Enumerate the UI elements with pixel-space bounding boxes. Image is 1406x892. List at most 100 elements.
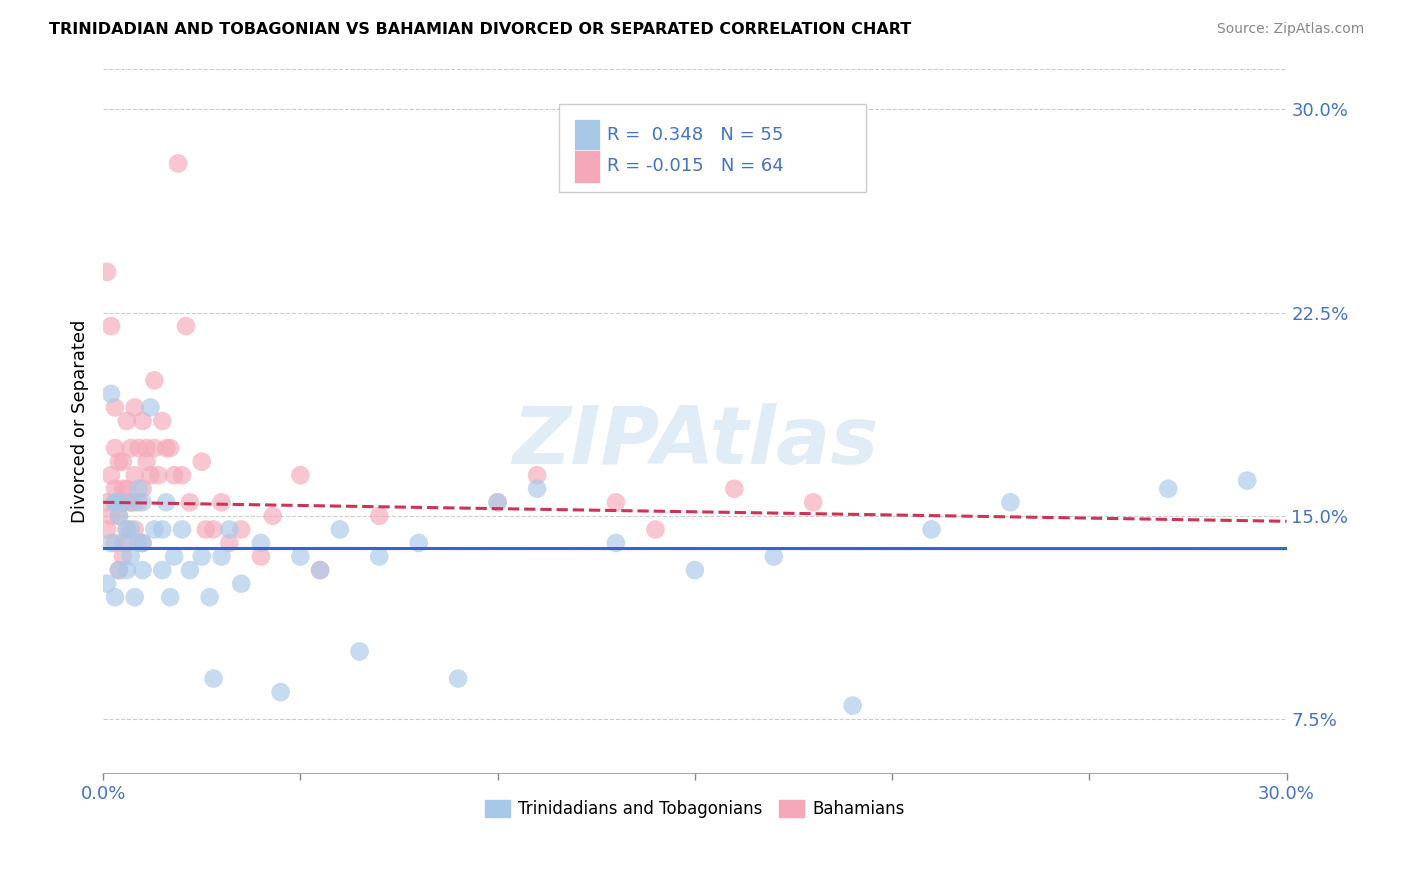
Point: [143, 523, 166, 537]
Point: [801, 495, 824, 509]
Point: [198, 591, 221, 605]
Point: [100, 319, 122, 334]
Point: [131, 563, 153, 577]
Point: [231, 523, 253, 537]
Point: [683, 563, 706, 577]
Point: [128, 495, 150, 509]
Point: [218, 523, 240, 537]
Point: [163, 549, 186, 564]
Point: [202, 672, 225, 686]
Point: [120, 495, 142, 509]
Point: [250, 549, 273, 564]
Point: [194, 523, 217, 537]
Point: [128, 441, 150, 455]
Point: [115, 563, 138, 577]
Point: [108, 508, 131, 523]
Point: [96, 576, 118, 591]
Point: [115, 414, 138, 428]
Point: [408, 536, 430, 550]
Point: [115, 482, 138, 496]
Point: [262, 508, 284, 523]
Point: [309, 563, 332, 577]
Point: [368, 508, 391, 523]
Point: [211, 549, 233, 564]
Point: [139, 468, 162, 483]
Point: [108, 455, 131, 469]
Point: [128, 536, 150, 550]
Point: [526, 482, 548, 496]
Point: [131, 414, 153, 428]
Point: [1157, 482, 1180, 496]
Point: [150, 414, 173, 428]
Legend: Trinidadians and Tobagonians, Bahamians: Trinidadians and Tobagonians, Bahamians: [478, 794, 911, 825]
Point: [139, 401, 162, 415]
Point: [368, 549, 391, 564]
Point: [111, 482, 134, 496]
Point: [135, 455, 157, 469]
Point: [108, 563, 131, 577]
Point: [124, 591, 146, 605]
Point: [115, 523, 138, 537]
Point: [120, 523, 142, 537]
Point: [159, 441, 181, 455]
Point: [841, 698, 863, 713]
Text: Source: ZipAtlas.com: Source: ZipAtlas.com: [1216, 22, 1364, 37]
Point: [309, 563, 332, 577]
Point: [124, 523, 146, 537]
Point: [167, 156, 190, 170]
Point: [170, 468, 193, 483]
Point: [762, 549, 785, 564]
Point: [111, 455, 134, 469]
Point: [104, 536, 127, 550]
Point: [100, 468, 122, 483]
Point: [163, 468, 186, 483]
Point: [108, 563, 131, 577]
Point: [100, 508, 122, 523]
Point: [100, 387, 122, 401]
Point: [250, 536, 273, 550]
Point: [921, 523, 943, 537]
Point: [218, 536, 240, 550]
Point: [143, 441, 166, 455]
Point: [155, 495, 177, 509]
Point: [159, 591, 181, 605]
Point: [104, 482, 127, 496]
Point: [131, 482, 153, 496]
Point: [111, 495, 134, 509]
Point: [526, 468, 548, 483]
Point: [231, 576, 253, 591]
Point: [104, 591, 127, 605]
Point: [128, 482, 150, 496]
Text: ZIPAtlas: ZIPAtlas: [512, 403, 877, 481]
Point: [124, 495, 146, 509]
Point: [486, 495, 509, 509]
Point: [349, 644, 371, 658]
Point: [96, 523, 118, 537]
FancyBboxPatch shape: [558, 103, 866, 192]
Point: [190, 455, 212, 469]
Point: [202, 523, 225, 537]
Point: [108, 495, 131, 509]
Point: [131, 495, 153, 509]
Y-axis label: Divorced or Separated: Divorced or Separated: [72, 319, 89, 523]
Point: [96, 265, 118, 279]
Point: [486, 495, 509, 509]
Point: [644, 523, 666, 537]
Point: [124, 401, 146, 415]
Point: [135, 441, 157, 455]
Bar: [574, 150, 600, 184]
Point: [96, 495, 118, 509]
Point: [150, 523, 173, 537]
Point: [270, 685, 292, 699]
Point: [605, 536, 627, 550]
Point: [104, 495, 127, 509]
Point: [120, 441, 142, 455]
Point: [131, 536, 153, 550]
Point: [190, 549, 212, 564]
Text: R = -0.015   N = 64: R = -0.015 N = 64: [607, 157, 785, 175]
Point: [290, 468, 312, 483]
Point: [124, 468, 146, 483]
Point: [115, 523, 138, 537]
Point: [1000, 495, 1022, 509]
Point: [723, 482, 745, 496]
